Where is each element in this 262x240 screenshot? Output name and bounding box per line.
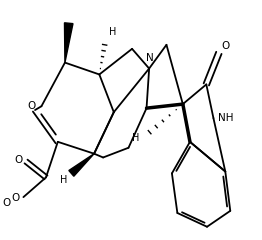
Text: H: H: [109, 27, 117, 37]
Text: H: H: [61, 174, 68, 185]
Text: O: O: [14, 155, 23, 165]
Text: O: O: [222, 41, 230, 51]
Text: O: O: [12, 193, 20, 203]
Text: N: N: [146, 53, 154, 63]
Text: O: O: [27, 101, 36, 111]
Polygon shape: [69, 154, 94, 176]
Text: NH: NH: [218, 113, 233, 123]
Polygon shape: [64, 23, 73, 63]
Text: O: O: [3, 198, 11, 208]
Text: H: H: [132, 133, 139, 143]
